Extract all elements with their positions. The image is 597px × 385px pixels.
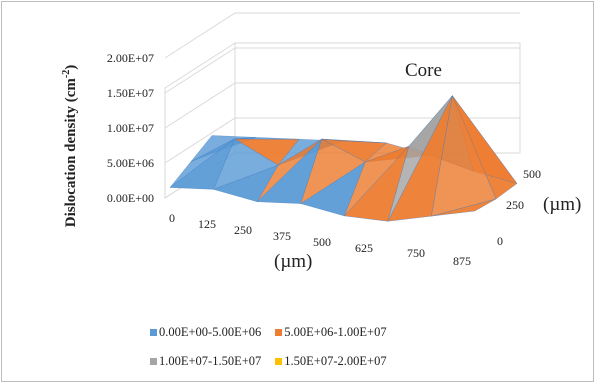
x-tick-label: 125 bbox=[198, 217, 216, 231]
surface-facet bbox=[321, 138, 387, 144]
depth-tick-label: 500 bbox=[523, 167, 541, 181]
z-tick-label: 2.00E+07 bbox=[107, 51, 154, 65]
depth-tick-label: 250 bbox=[506, 198, 524, 212]
legend-item[interactable]: 1.00E+07-1.50E+07 bbox=[150, 354, 261, 369]
core-annotation: Core bbox=[405, 60, 442, 81]
surface-facet bbox=[344, 146, 409, 217]
depth-axis-label: (µm) bbox=[543, 194, 581, 215]
z-tick-label: 5.00E+06 bbox=[107, 156, 154, 170]
z-gridline bbox=[164, 47, 520, 94]
z-tick-label: 1.00E+07 bbox=[107, 121, 154, 135]
depth-tick-label: 0 bbox=[497, 234, 503, 248]
x-axis-label: (µm) bbox=[274, 251, 312, 272]
x-tick-label: 625 bbox=[355, 241, 373, 255]
z-tick-label: 0.00E+00 bbox=[107, 191, 154, 205]
z-gridline bbox=[164, 117, 520, 164]
legend-swatch bbox=[150, 358, 157, 365]
x-tick-label: 750 bbox=[407, 246, 425, 260]
x-tick-label: 875 bbox=[453, 254, 471, 268]
surface-facet bbox=[300, 138, 366, 204]
x-tick-label: 500 bbox=[313, 235, 331, 249]
legend-label: 1.00E+07-1.50E+07 bbox=[159, 354, 262, 368]
z-gridline bbox=[164, 82, 520, 129]
legend-label: 1.50E+07-2.00E+07 bbox=[284, 354, 387, 368]
legend-item[interactable]: 1.50E+07-2.00E+07 bbox=[275, 354, 387, 369]
surface-mesh bbox=[169, 95, 518, 222]
legend-swatch bbox=[275, 329, 283, 336]
legend-swatch bbox=[275, 358, 283, 365]
x-tick-label: 375 bbox=[273, 229, 291, 243]
surface-facet bbox=[234, 137, 300, 140]
surface-facet bbox=[169, 138, 235, 188]
legend-swatch bbox=[150, 329, 157, 336]
surface-facet bbox=[431, 95, 497, 217]
z-gridline bbox=[164, 12, 520, 59]
legend-label: 5.00E+06-1.00E+07 bbox=[284, 325, 387, 339]
z-tick-label: 1.50E+07 bbox=[107, 86, 154, 100]
legend-item[interactable]: 5.00E+06-1.00E+07 bbox=[275, 325, 387, 340]
surface-facet bbox=[387, 95, 453, 222]
x-tick-label: 0 bbox=[169, 211, 175, 225]
legend-row: 0.00E+00-5.00E+06 5.00E+06-1.00E+07 bbox=[150, 325, 387, 340]
y-axis-label: Dislocation density (cm-2) bbox=[61, 65, 79, 228]
legend-row: 1.00E+07-1.50E+07 1.50E+07-2.00E+07 bbox=[150, 354, 387, 369]
surface-facet bbox=[257, 138, 322, 202]
x-tick-label: 250 bbox=[234, 223, 252, 237]
legend-item[interactable]: 0.00E+00-5.00E+06 bbox=[150, 325, 261, 340]
legend-label: 0.00E+00-5.00E+06 bbox=[159, 325, 262, 339]
surface-facet bbox=[213, 138, 279, 190]
